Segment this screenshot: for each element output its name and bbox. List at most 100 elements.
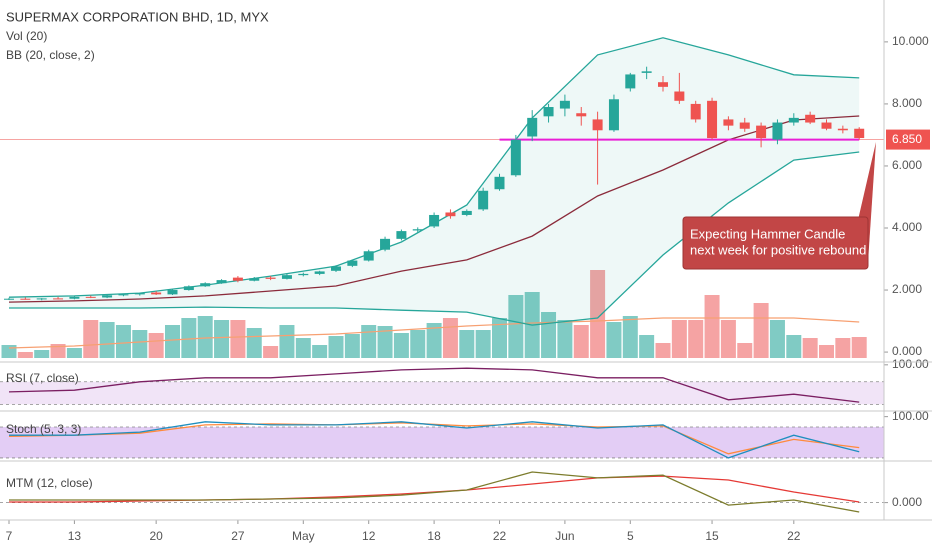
- volume-bar: [246, 328, 262, 358]
- volume-bar: [737, 343, 753, 358]
- candle-body: [216, 280, 227, 284]
- candle-body: [592, 119, 603, 131]
- candle-body: [4, 298, 14, 300]
- volume-bar: [328, 336, 344, 358]
- volume-bar: [66, 348, 82, 358]
- candle-body: [658, 82, 668, 87]
- candle-body: [821, 122, 832, 129]
- annotation-text: Expecting Hammer Candle: [690, 226, 845, 241]
- y-tick-label: 4.000: [892, 220, 922, 234]
- y-tick-label: 100.00: [892, 357, 929, 371]
- candle-body: [134, 293, 145, 295]
- candle-body: [314, 271, 325, 274]
- candle-body: [298, 273, 309, 276]
- candle-body: [608, 99, 619, 131]
- volume-bar: [753, 303, 769, 358]
- y-tick-label: 10.000: [892, 34, 929, 48]
- candle-body: [707, 100, 718, 139]
- volume-bar: [688, 320, 704, 358]
- volume-bar: [606, 322, 622, 358]
- candle-body: [69, 296, 80, 299]
- y-tick-label: 8.000: [892, 96, 922, 110]
- candle-body: [788, 117, 799, 123]
- volume-bar: [295, 338, 311, 358]
- mtm-line: [9, 471, 860, 513]
- volume-bar: [590, 270, 606, 358]
- volume-bar: [410, 330, 426, 358]
- x-tick-label: 20: [149, 529, 163, 543]
- volume-bar: [851, 337, 867, 358]
- rsi-line: [8, 367, 860, 403]
- volume-bar: [148, 333, 164, 358]
- candle-body: [445, 212, 456, 217]
- candle-body: [363, 251, 374, 261]
- volume-bar: [115, 325, 131, 358]
- y-tick-label: 2.000: [892, 282, 922, 296]
- candle-body: [543, 107, 554, 117]
- volume-bar: [769, 320, 785, 358]
- indicator-name: RSI (7, close): [6, 371, 79, 385]
- candle-body: [739, 122, 750, 129]
- indicator-name: MTM (12, close): [6, 476, 93, 490]
- candle-body: [118, 294, 129, 296]
- volume-bar: [704, 295, 720, 358]
- volume-bar: [671, 320, 687, 358]
- candle-body: [249, 278, 260, 281]
- volume-bar: [377, 326, 393, 358]
- volume-bar: [393, 333, 409, 358]
- bb-middle-line: [8, 115, 860, 303]
- candle-body: [510, 139, 521, 176]
- candle-body: [85, 296, 96, 298]
- volume-bar: [17, 352, 33, 358]
- candle-body: [854, 128, 865, 139]
- volume-bar: [819, 345, 834, 358]
- volume-bar: [492, 318, 507, 358]
- x-tick-label: 27: [231, 529, 245, 543]
- volume-ma-line: [8, 317, 860, 349]
- candle-body: [429, 214, 440, 227]
- volume-bar: [1, 345, 17, 358]
- bb-fill: [9, 37, 860, 326]
- candle-body: [53, 298, 64, 300]
- indicator-name: Stoch (5, 3, 3): [6, 422, 81, 436]
- volume-bar: [639, 335, 655, 358]
- annotation-box: [682, 216, 869, 270]
- band-fill: [0, 381, 884, 405]
- candle-body: [200, 283, 211, 287]
- volume-bar: [99, 322, 115, 358]
- candle-body: [494, 176, 505, 190]
- candle-body: [412, 229, 423, 231]
- x-tick-label: 7: [6, 529, 13, 543]
- candle-body: [183, 286, 194, 291]
- volume-bar: [181, 318, 197, 358]
- x-tick-label: May: [292, 529, 315, 543]
- candle-body: [20, 298, 31, 300]
- volume-bar: [426, 323, 442, 358]
- x-tick-label: 5: [627, 529, 634, 543]
- indicator-name: Vol (20): [6, 29, 47, 43]
- volume-bar: [361, 325, 377, 358]
- candle-body: [396, 231, 407, 239]
- bb-lower-line: [9, 151, 860, 326]
- x-tick-label: 22: [493, 529, 507, 543]
- candle-body: [380, 238, 391, 250]
- candle-body: [527, 117, 538, 137]
- x-tick-label: 15: [705, 529, 719, 543]
- candle-body: [151, 292, 162, 295]
- candle-body: [756, 125, 767, 139]
- volume-bar: [34, 350, 50, 358]
- candle-body: [331, 266, 341, 271]
- candle-body: [347, 260, 358, 266]
- price-label: 6.850: [892, 132, 922, 146]
- candle-body: [478, 190, 489, 210]
- volume-bar: [802, 338, 818, 358]
- volume-bar: [230, 320, 246, 358]
- layers: 0.000 2.000 4.000 6.000 8.000 10.000 6.850 100.…: [0, 34, 930, 543]
- candle-body: [674, 91, 685, 101]
- volume-bar: [622, 316, 638, 358]
- candle-body: [723, 119, 734, 126]
- candle-body: [265, 277, 276, 279]
- x-tick-label: 13: [68, 529, 82, 543]
